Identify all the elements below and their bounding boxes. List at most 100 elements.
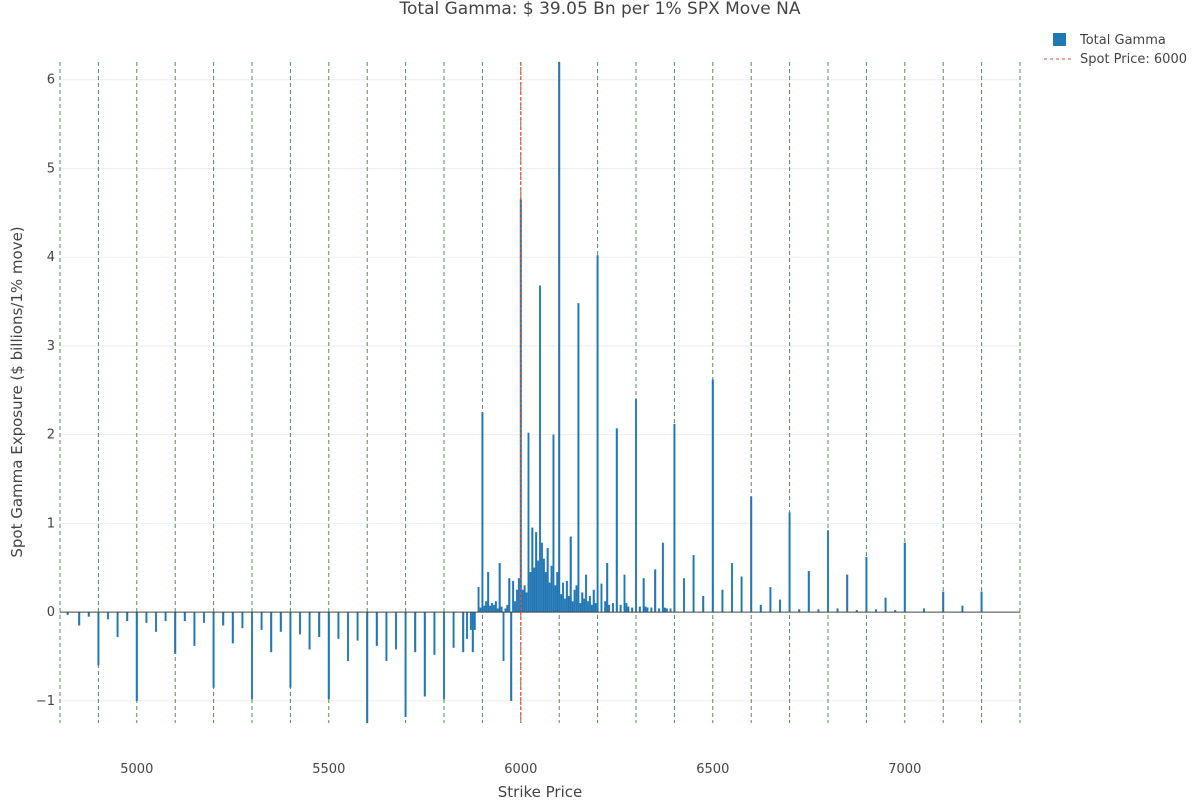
axis-tick-labels: 5000 5500 6000 6500 7000 −1 0 1 2 3 4 5 6 xyxy=(36,73,922,777)
gamma-bar xyxy=(164,611,167,622)
gamma-bar xyxy=(521,589,524,613)
gamma-bar xyxy=(627,606,630,613)
gamma-bar xyxy=(529,572,532,613)
gamma-bar xyxy=(583,598,586,613)
gamma-bar xyxy=(531,527,534,613)
gamma-bar xyxy=(577,303,580,613)
gamma-bar xyxy=(279,611,282,632)
x-tick-label: 7000 xyxy=(888,762,921,777)
gamma-bar xyxy=(250,611,253,700)
y-tick-label: 6 xyxy=(47,73,55,88)
gamma-bar xyxy=(298,611,301,635)
gamma-bar xyxy=(903,542,906,613)
gamma-bar xyxy=(116,611,119,638)
gamma-bar xyxy=(594,603,597,613)
gamma-bar xyxy=(506,604,509,613)
gamma-bar xyxy=(308,611,311,650)
gamma-bar xyxy=(711,379,714,613)
gamma-bar xyxy=(658,608,661,613)
gamma-bar xyxy=(562,582,565,613)
gamma-bar xyxy=(884,597,887,613)
legend-bar-swatch xyxy=(1053,33,1066,46)
gamma-bar xyxy=(494,601,497,613)
gamma-bar xyxy=(126,611,129,622)
gamma-bar xyxy=(375,611,378,646)
legend: Total Gamma Spot Price: 6000 xyxy=(1044,33,1187,67)
y-tick-label: 1 xyxy=(47,516,55,531)
gamma-bar xyxy=(517,578,520,613)
gamma-bar xyxy=(548,582,551,613)
gamma-bar xyxy=(500,606,503,613)
gamma-bar xyxy=(600,583,603,613)
gamma-bar xyxy=(183,611,186,622)
gamma-bar xyxy=(592,589,595,613)
gamma-bar xyxy=(270,611,273,653)
gamma-bar xyxy=(490,603,493,613)
gamma-bar xyxy=(485,601,488,613)
y-tick-label: 5 xyxy=(47,161,55,176)
gamma-bar xyxy=(692,555,695,613)
gamma-bar xyxy=(289,611,292,688)
y-tick-label: 0 xyxy=(47,605,55,620)
gamma-bar xyxy=(523,585,526,613)
gamma-bar xyxy=(740,576,743,613)
gamma-bar xyxy=(423,611,426,697)
gamma-bar xyxy=(615,428,618,613)
gamma-bar xyxy=(942,591,945,613)
gamma-bar xyxy=(702,595,705,613)
gamma-bar xyxy=(508,578,511,613)
gamma-bar xyxy=(575,585,578,613)
gamma-bar xyxy=(504,608,507,613)
gamma-bar xyxy=(587,601,590,613)
gamma-bar xyxy=(356,611,359,641)
gamma-bar xyxy=(174,611,177,654)
gamma-bar xyxy=(492,604,495,613)
gamma-bar xyxy=(588,595,591,613)
gamma-bar xyxy=(807,571,810,613)
gamma-bar xyxy=(565,580,568,613)
gamma-bar xyxy=(222,611,225,626)
gamma-bar xyxy=(769,587,772,613)
gamma-bar xyxy=(579,603,582,613)
gamma-bar xyxy=(552,434,555,613)
gamma-bar xyxy=(573,589,576,613)
gamma-bar xyxy=(539,285,542,613)
gamma-bar xyxy=(571,601,574,613)
gamma-bar xyxy=(646,607,649,613)
gamma-bar xyxy=(533,567,536,613)
y-tick-label: 3 xyxy=(47,339,55,354)
gamma-bar xyxy=(433,611,436,655)
gamma-bar xyxy=(665,608,668,613)
reference-lines xyxy=(60,62,1020,723)
gamma-bar xyxy=(625,603,628,613)
gamma-bar xyxy=(604,601,607,613)
gamma-bar xyxy=(477,587,480,613)
gamma-bar xyxy=(87,611,90,617)
gamma-bar xyxy=(496,608,499,613)
gamma-bar xyxy=(498,563,501,613)
gamma-bar xyxy=(596,255,599,613)
gamma-bar xyxy=(661,542,664,613)
gamma-bar xyxy=(846,574,849,613)
y-axis-title: Spot Gamma Exposure ($ billions/1% move) xyxy=(8,226,26,557)
gamma-bar xyxy=(473,611,476,630)
gamma-bar xyxy=(542,558,545,613)
gamma-bar xyxy=(654,569,657,613)
gamma-bar xyxy=(642,578,645,613)
gamma-bar xyxy=(606,563,609,613)
gamma-bar xyxy=(527,432,530,613)
gamma-bar xyxy=(483,605,486,613)
gamma-bar xyxy=(260,611,263,630)
gamma-bar xyxy=(202,611,205,623)
gamma-bar xyxy=(145,611,148,623)
gamma-bar xyxy=(442,611,445,700)
gamma-bar xyxy=(669,608,672,613)
gamma-bar xyxy=(318,611,321,638)
gamma-bar xyxy=(619,604,622,613)
y-tick-label: 4 xyxy=(47,250,55,265)
gamma-bar xyxy=(788,512,791,613)
gamma-bar xyxy=(327,611,330,700)
gamma-bar xyxy=(337,611,340,639)
gamma-bar xyxy=(827,530,830,613)
